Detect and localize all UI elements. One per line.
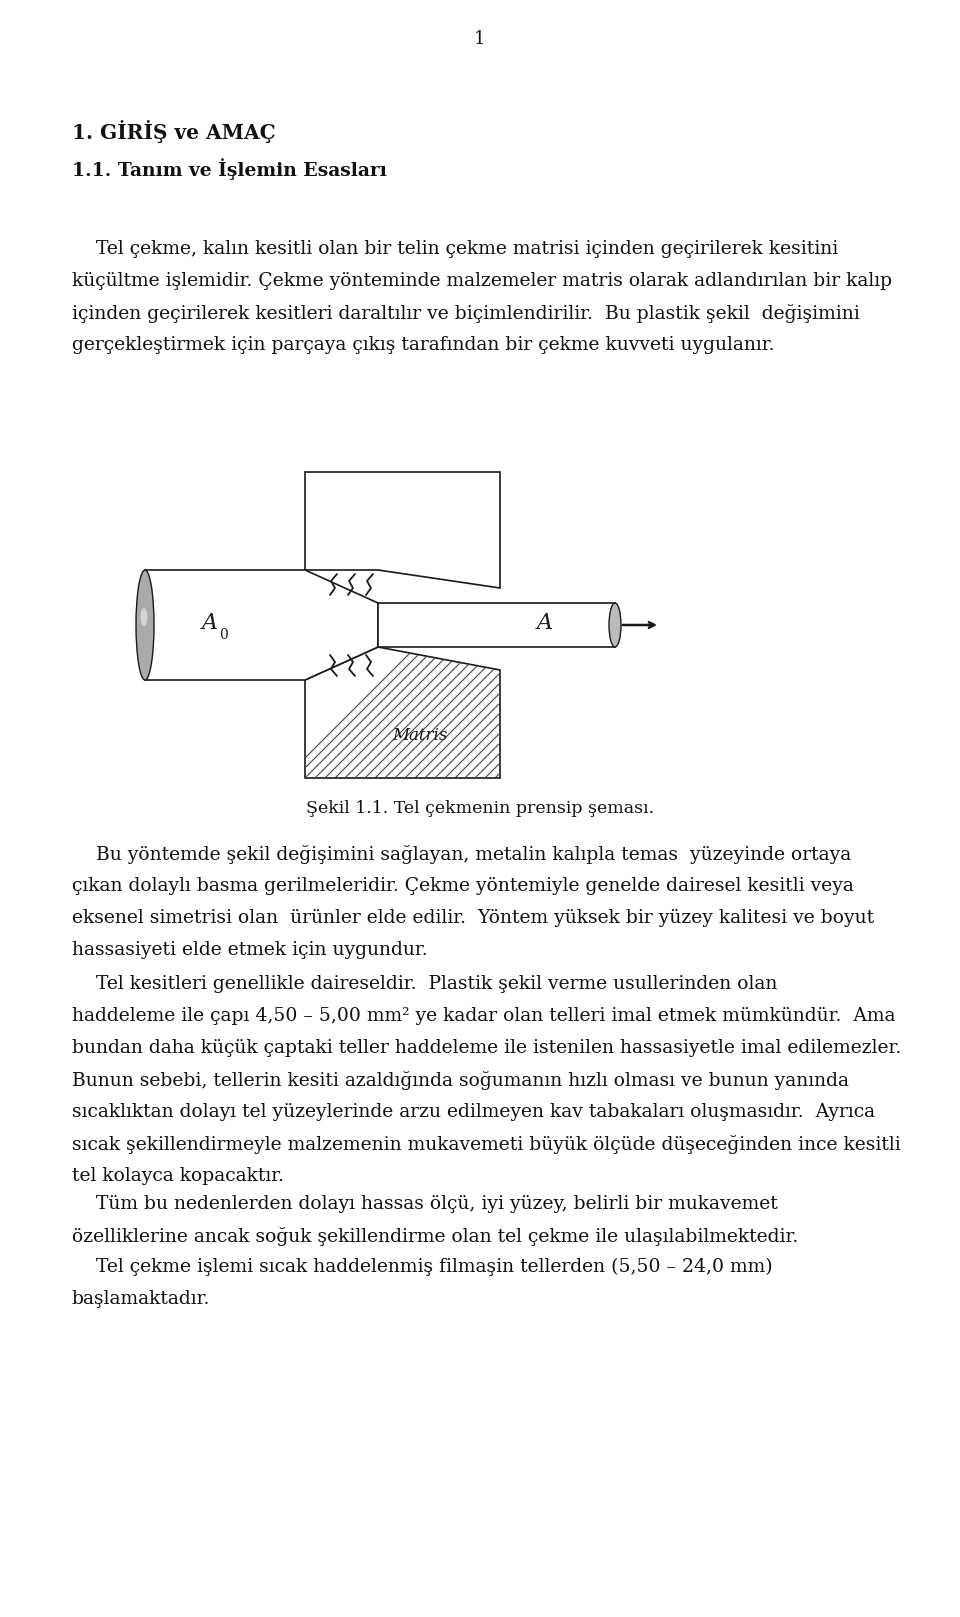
Text: bundan daha küçük çaptaki teller haddeleme ile istenilen hassasiyetle imal edile: bundan daha küçük çaptaki teller haddele… bbox=[72, 1040, 901, 1058]
Text: Tüm bu nedenlerden dolayı hassas ölçü, iyi yüzey, belirli bir mukavemet: Tüm bu nedenlerden dolayı hassas ölçü, i… bbox=[72, 1195, 778, 1213]
Polygon shape bbox=[378, 603, 615, 647]
Text: Tel kesitleri genellikle daireseldir.  Plastik şekil verme usullerinden olan: Tel kesitleri genellikle daireseldir. Pl… bbox=[72, 975, 778, 993]
Text: çıkan dolaylı basma gerilmeleridir. Çekme yöntemiyle genelde dairesel kesitli ve: çıkan dolaylı basma gerilmeleridir. Çekm… bbox=[72, 876, 853, 894]
Ellipse shape bbox=[609, 603, 621, 647]
Text: Bu yöntemde şekil değişimini sağlayan, metalin kalıpla temas  yüzeyinde ortaya: Bu yöntemde şekil değişimini sağlayan, m… bbox=[72, 846, 852, 863]
Polygon shape bbox=[145, 571, 378, 681]
Ellipse shape bbox=[136, 571, 154, 681]
Text: sıcak şekillendirmeyle malzemenin mukavemeti büyük ölçüde düşeceğinden ince kesi: sıcak şekillendirmeyle malzemenin mukave… bbox=[72, 1135, 900, 1155]
Polygon shape bbox=[305, 647, 500, 778]
Text: A: A bbox=[537, 611, 553, 634]
Text: eksenel simetrisi olan  ürünler elde edilir.  Yöntem yüksek bir yüzey kalitesi v: eksenel simetrisi olan ürünler elde edil… bbox=[72, 909, 875, 927]
Text: Şekil 1.1. Tel çekmenin prensip şeması.: Şekil 1.1. Tel çekmenin prensip şeması. bbox=[306, 800, 654, 817]
Text: küçültme işlemidir. Çekme yönteminde malzemeler matris olarak adlandırılan bir k: küçültme işlemidir. Çekme yönteminde mal… bbox=[72, 272, 892, 289]
Text: Bunun sebebi, tellerin kesiti azaldığında soğumanın hızlı olması ve bunun yanınd: Bunun sebebi, tellerin kesiti azaldığınd… bbox=[72, 1070, 849, 1090]
Text: 1. GİRİŞ ve AMAÇ: 1. GİRİŞ ve AMAÇ bbox=[72, 120, 276, 142]
Text: içinden geçirilerek kesitleri daraltılır ve biçimlendirilir.  Bu plastik şekil  : içinden geçirilerek kesitleri daraltılır… bbox=[72, 304, 860, 323]
Text: hassasiyeti elde etmek için uygundur.: hassasiyeti elde etmek için uygundur. bbox=[72, 941, 427, 959]
Polygon shape bbox=[305, 472, 500, 589]
Text: 1: 1 bbox=[474, 31, 486, 49]
Text: A: A bbox=[202, 611, 218, 634]
Text: başlamaktadır.: başlamaktadır. bbox=[72, 1290, 210, 1308]
Text: sıcaklıktan dolayı tel yüzeylerinde arzu edilmeyen kav tabakaları oluşmasıdır.  : sıcaklıktan dolayı tel yüzeylerinde arzu… bbox=[72, 1103, 876, 1121]
Text: Tel çekme, kalın kesitli olan bir telin çekme matrisi içinden geçirilerek kesiti: Tel çekme, kalın kesitli olan bir telin … bbox=[72, 239, 838, 259]
Text: 0: 0 bbox=[220, 627, 228, 642]
Text: haddeleme ile çapı 4,50 – 5,00 mm² ye kadar olan telleri imal etmek mümkündür.  : haddeleme ile çapı 4,50 – 5,00 mm² ye ka… bbox=[72, 1007, 896, 1025]
Text: özelliklerine ancak soğuk şekillendirme olan tel çekme ile ulaşılabilmektedir.: özelliklerine ancak soğuk şekillendirme … bbox=[72, 1227, 799, 1247]
Text: gerçekleştirmek için parçaya çıkış tarafından bir çekme kuvveti uygulanır.: gerçekleştirmek için parçaya çıkış taraf… bbox=[72, 336, 775, 354]
Text: Matris: Matris bbox=[393, 726, 447, 744]
Text: 1.1. Tanım ve İşlemin Esasları: 1.1. Tanım ve İşlemin Esasları bbox=[72, 158, 387, 179]
Text: Tel çekme işlemi sıcak haddelenmiş filmaşin tellerden (5,50 – 24,0 mm): Tel çekme işlemi sıcak haddelenmiş filma… bbox=[72, 1258, 773, 1276]
Text: tel kolayca kopacaktır.: tel kolayca kopacaktır. bbox=[72, 1167, 284, 1185]
Ellipse shape bbox=[140, 608, 148, 626]
